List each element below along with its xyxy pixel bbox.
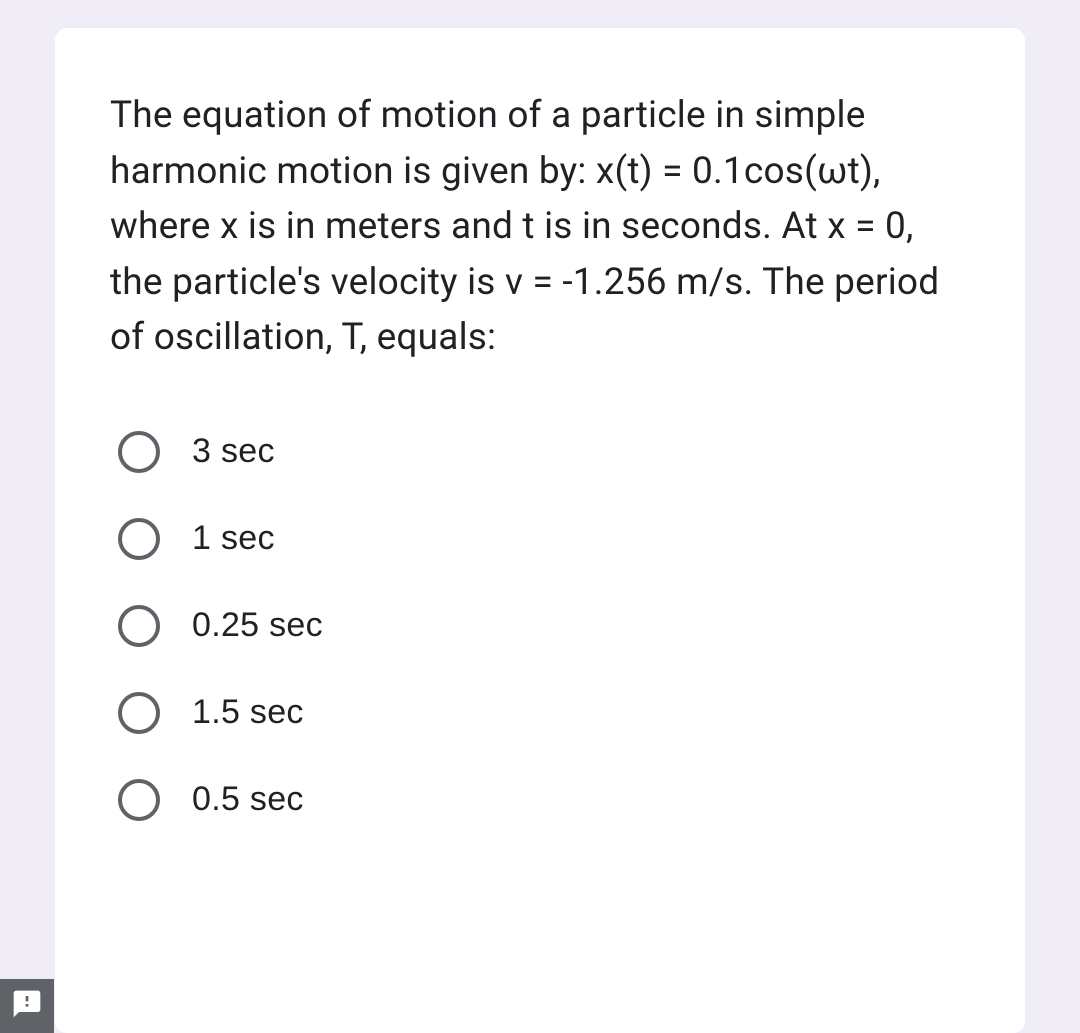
question-text: The equation of motion of a particle in …	[110, 88, 970, 366]
option-row-1[interactable]: 3 sec	[118, 431, 970, 473]
options-container: 3 sec 1 sec 0.25 sec 1.5 sec 0.5 sec	[110, 431, 970, 821]
radio-button[interactable]	[118, 692, 160, 734]
option-row-2[interactable]: 1 sec	[118, 518, 970, 560]
feedback-icon	[11, 988, 43, 1024]
radio-button[interactable]	[118, 605, 160, 647]
option-row-5[interactable]: 0.5 sec	[118, 779, 970, 821]
radio-button[interactable]	[118, 518, 160, 560]
feedback-button[interactable]	[0, 979, 54, 1033]
question-card: The equation of motion of a particle in …	[55, 28, 1025, 1033]
option-row-3[interactable]: 0.25 sec	[118, 605, 970, 647]
option-row-4[interactable]: 1.5 sec	[118, 692, 970, 734]
option-label: 3 sec	[192, 432, 275, 471]
radio-button[interactable]	[118, 779, 160, 821]
option-label: 1.5 sec	[192, 693, 304, 732]
option-label: 1 sec	[192, 519, 275, 558]
radio-button[interactable]	[118, 431, 160, 473]
option-label: 0.25 sec	[192, 606, 323, 645]
option-label: 0.5 sec	[192, 780, 304, 819]
